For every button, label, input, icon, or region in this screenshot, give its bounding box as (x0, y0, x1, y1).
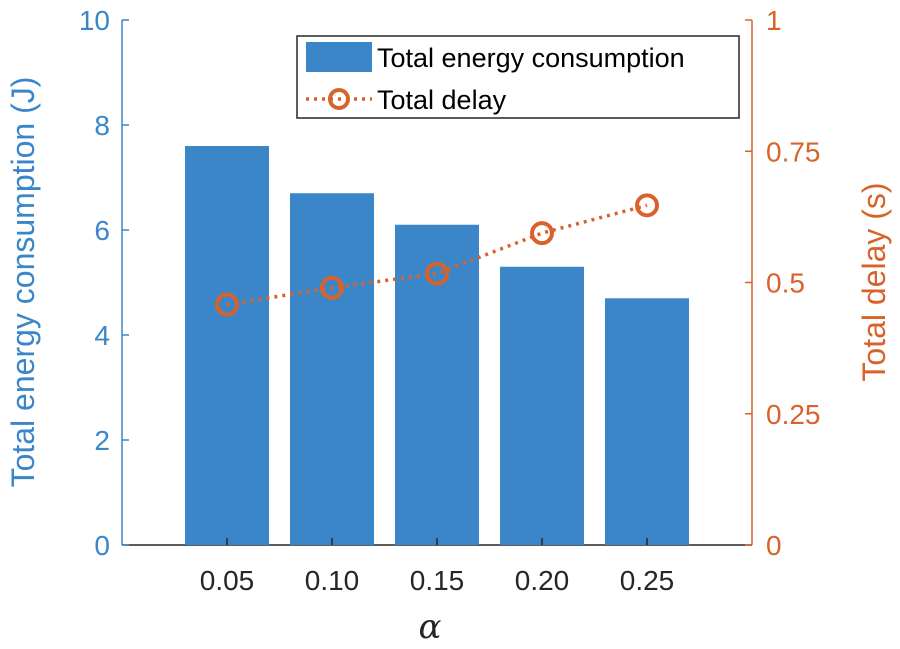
y-tick-label-left: 10 (79, 5, 110, 36)
legend-swatch-delay-marker (328, 88, 350, 110)
legend-label-delay: Total delay (377, 85, 507, 115)
legend-label-energy: Total energy consumption (377, 43, 685, 73)
delay-line (215, 193, 659, 317)
bars (185, 146, 689, 545)
delay-series-line (226, 203, 648, 307)
x-tick-label: 0.25 (620, 565, 675, 596)
bar (605, 298, 689, 545)
delay-point (215, 292, 239, 317)
delay-point (320, 275, 344, 300)
legend: Total energy consumption Total delay (296, 35, 740, 119)
x-tick-label: 0.15 (410, 565, 465, 596)
delay-point (530, 221, 554, 246)
bar (185, 146, 269, 545)
y-tick-label-right: 0.5 (766, 268, 805, 299)
y-tick-label-left: 4 (94, 320, 110, 351)
y-tick-label-left: 0 (94, 530, 110, 561)
y-tick-label-right: 0 (766, 530, 782, 561)
delay-point (635, 193, 659, 218)
x-tick-label: 0.20 (515, 565, 570, 596)
delay-point (425, 261, 449, 286)
x-tick-label: 0.10 (305, 565, 360, 596)
y-tick-label-left: 8 (94, 110, 110, 141)
y-tick-label-right: 1 (766, 5, 782, 36)
y-tick-label-left: 6 (94, 215, 110, 246)
bar (290, 193, 374, 545)
x-axis-label: α (419, 607, 442, 647)
y-tick-label-left: 2 (94, 425, 110, 456)
y-axis-label-right: Total delay (s) (856, 182, 892, 381)
y-axis-label-left: Total energy consumption (J) (5, 77, 41, 488)
bar (395, 224, 479, 545)
x-tick-label: 0.05 (200, 565, 255, 596)
ticks: 0 2 4 6 8 10 0 0.25 0.5 0.75 1 0.05 0.10 0.15 0.20 0.25 (79, 5, 821, 596)
bar (500, 266, 584, 545)
y-tick-label-right: 0.75 (766, 136, 821, 167)
legend-swatch-energy (306, 42, 372, 72)
y-tick-label-right: 0.25 (766, 399, 821, 430)
